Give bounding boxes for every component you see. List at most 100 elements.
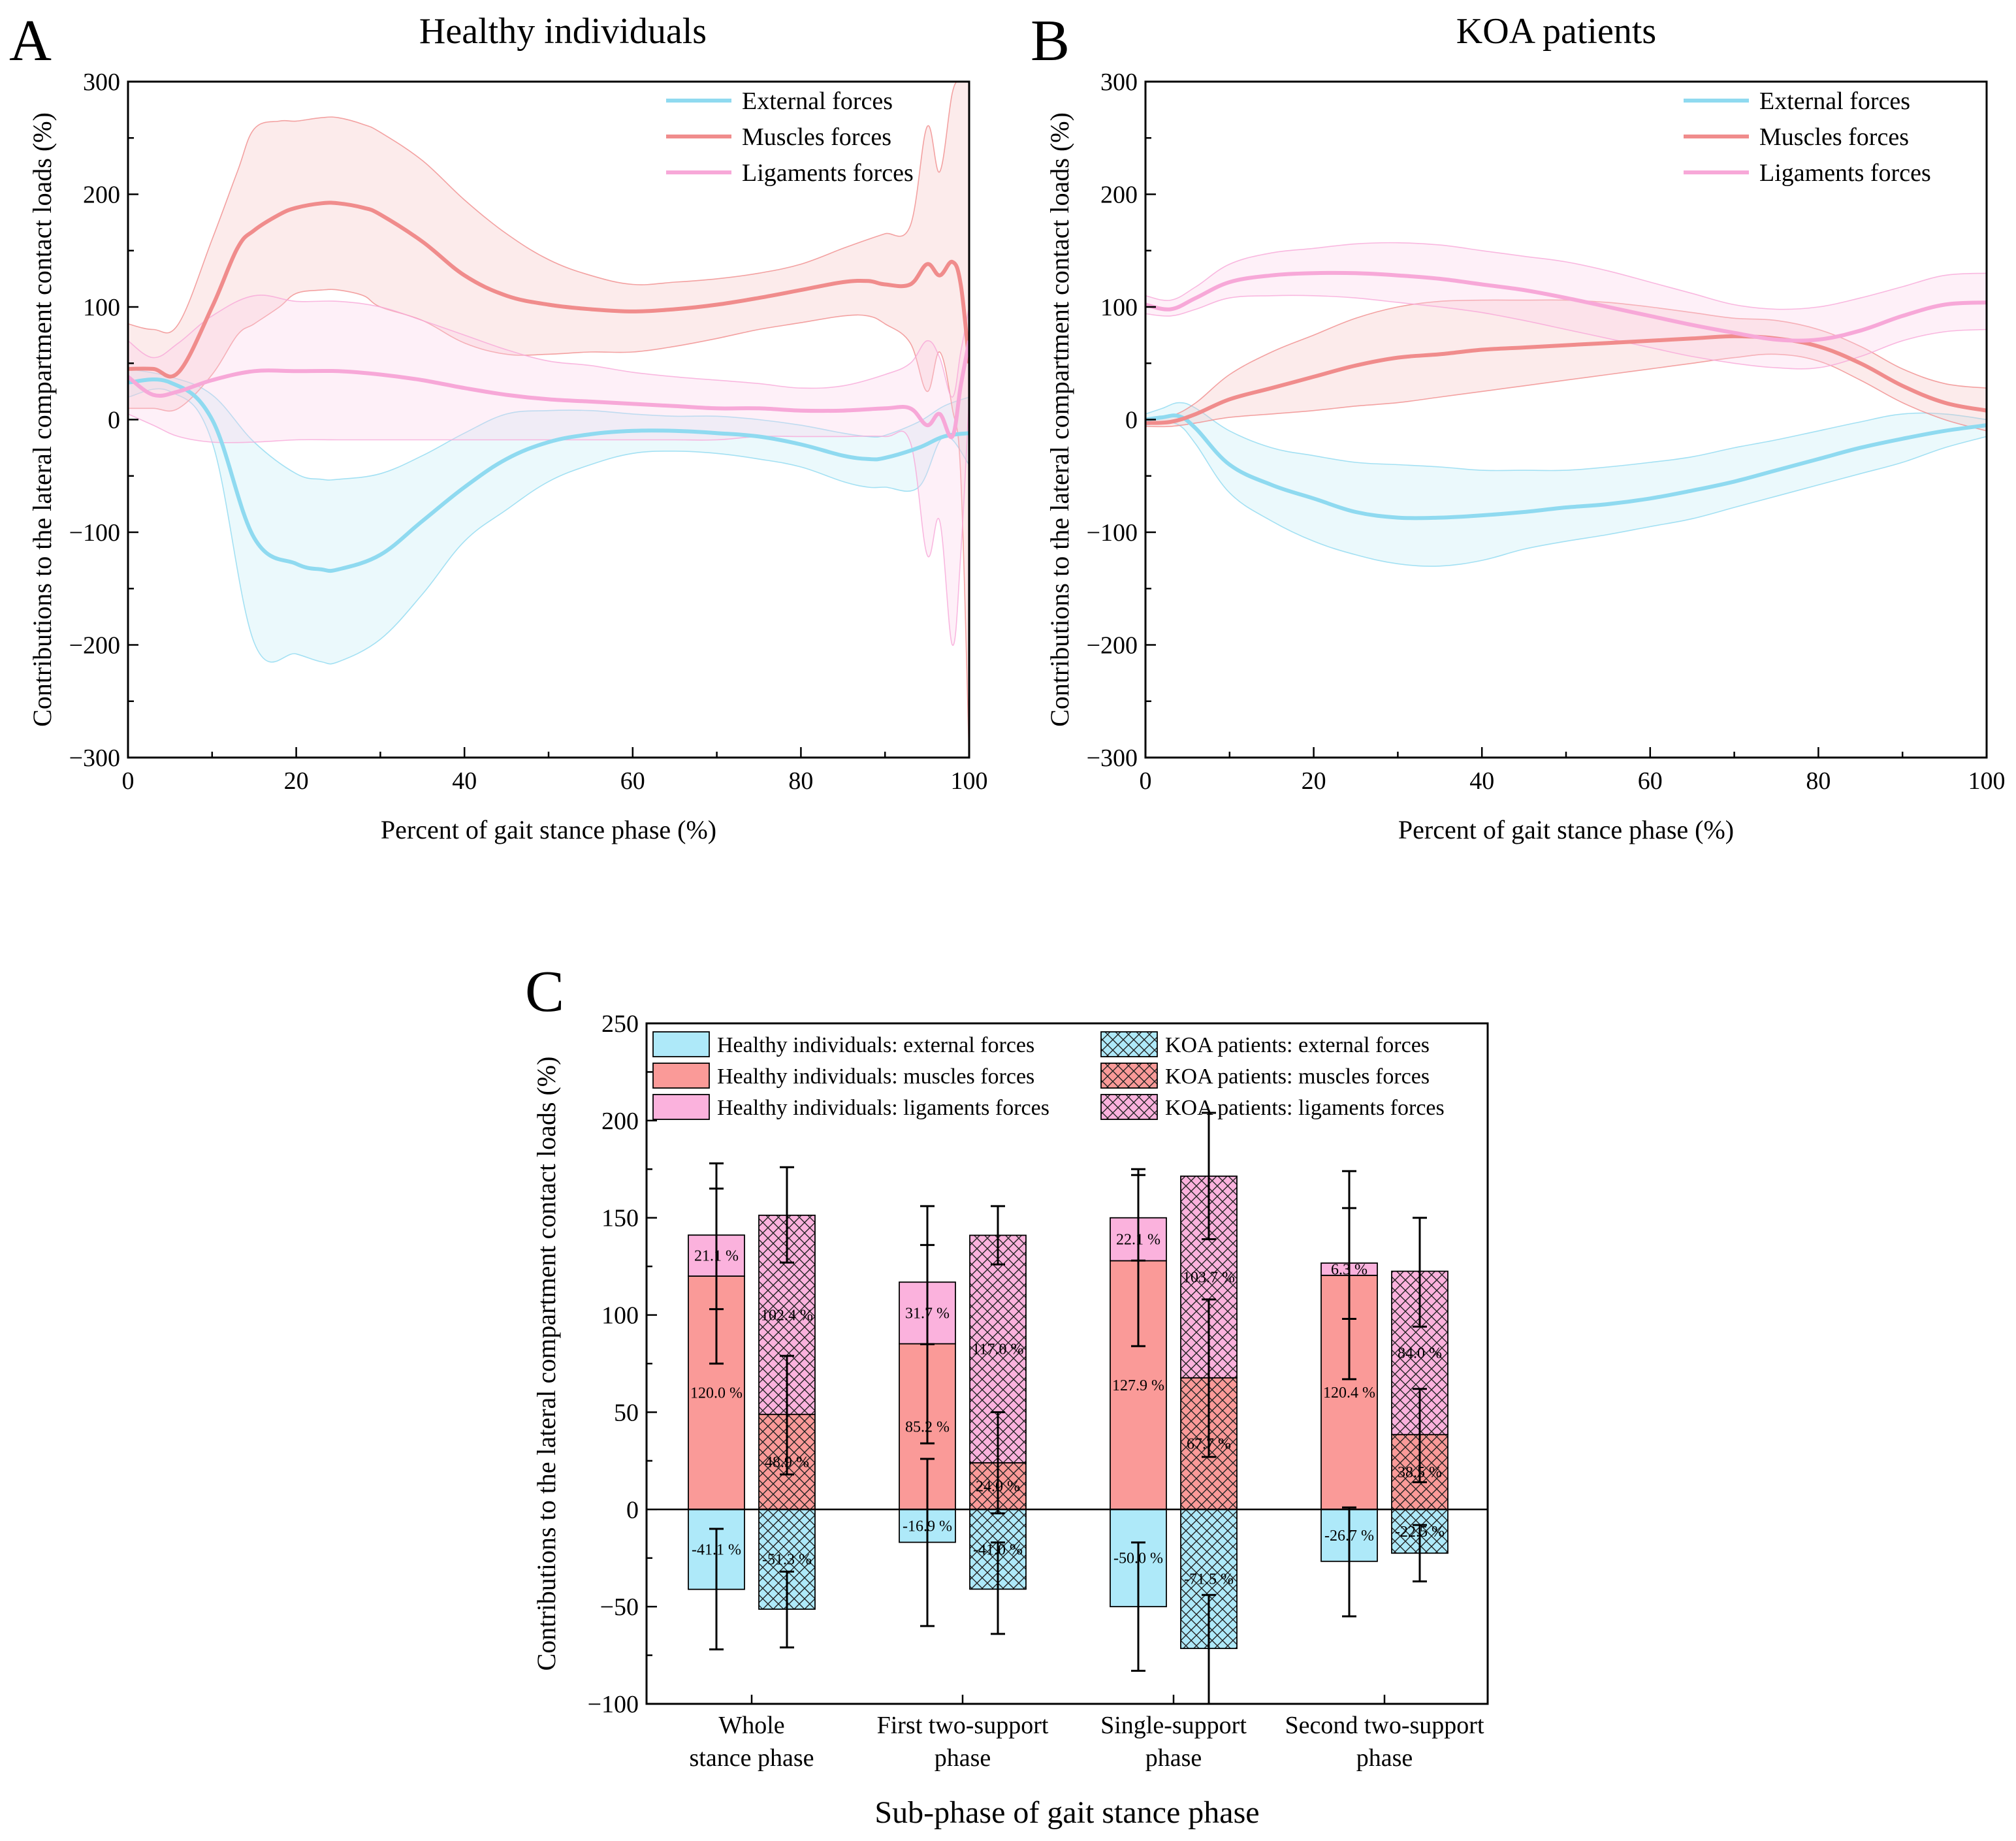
bar-label-healthy-muscles-3: 120.4 %	[1323, 1385, 1375, 1401]
error-bar-healthy-external-0	[709, 1528, 724, 1651]
error-bar-koa-ligaments-2	[1202, 1112, 1216, 1240]
panel-a-external-sd-band	[128, 368, 969, 664]
legend-label-koa-external: KOA patients: external forces	[1165, 1033, 1430, 1057]
panel-a-x-tick-label: 100	[951, 767, 988, 795]
panel-b-y-axis-title: Contributions to the lateral compartment…	[1045, 112, 1074, 727]
error-bar-koa-ligaments-0	[780, 1166, 794, 1264]
panel-b-y-tick-label: 100	[1100, 294, 1138, 321]
panel-c-y-tick-label: −100	[588, 1691, 639, 1718]
panel-a-legend-label-ligaments: Ligaments forces	[742, 159, 914, 187]
panel-a-external-lower-bound	[128, 388, 969, 665]
panel-c-y-tick-label: 250	[601, 1010, 639, 1038]
legend-label-healthy-ligaments: Healthy individuals: ligaments forces	[717, 1096, 1049, 1120]
bar-label-koa-ligaments-2: 103.7 %	[1183, 1269, 1235, 1286]
legend-label-koa-muscles: KOA patients: muscles forces	[1165, 1065, 1430, 1089]
panel-a-y-tick-label: −300	[69, 744, 120, 772]
panel-a-external-mean-line	[128, 377, 969, 573]
bar-label-koa-ligaments-3: 84.0 %	[1398, 1345, 1442, 1362]
panel-b-muscles-lower-bound	[1145, 353, 1987, 432]
panel-b-legend-label-muscles: Muscles forces	[1759, 123, 1909, 151]
legend-swatch-healthy-ligaments	[652, 1094, 710, 1120]
panel-letter-b: B	[1031, 8, 1070, 73]
panel-a-ligaments-sd-band	[128, 295, 969, 646]
panel-a-muscles-sd-band	[128, 82, 969, 758]
bar-label-koa-external-2: -71.5 %	[1184, 1571, 1234, 1588]
panel-a-x-tick-label: 20	[284, 767, 309, 795]
panel-b-x-tick-label: 100	[1968, 767, 2006, 795]
panel-a-y-tick-label: 300	[83, 69, 120, 96]
panel-a-x-tick-label: 0	[122, 767, 135, 795]
panel-a-y-tick-label: 100	[83, 294, 120, 321]
panel-b-y-tick-label: −200	[1087, 632, 1138, 660]
panel-a-ligaments-upper-bound	[128, 295, 969, 398]
panel-c-legend: Healthy individuals: external forces Heal…	[652, 1031, 1445, 1120]
panel-c-bar-chart: -41.1 %120.0 %21.1 %-16.9 %85.2 %31.7 %-…	[532, 1010, 1489, 1830]
panel-a-ligaments-lower-bound	[128, 396, 969, 646]
legend-label-healthy-muscles: Healthy individuals: muscles forces	[717, 1065, 1034, 1089]
panel-a-muscles-mean-line	[128, 200, 969, 379]
panel-letter-a: A	[9, 8, 52, 73]
panel-a-muscles-lower-bound	[128, 289, 969, 758]
panel-b-line-chart: −300 −200 −100 0 100 200 300 0 20 40 60 80 100 Percen…	[1045, 69, 2006, 844]
panel-b-external-lower-bound	[1145, 422, 1987, 567]
panel-c-x-axis-title: Sub-phase of gait stance phase	[874, 1795, 1259, 1830]
panel-b-x-tick-label: 60	[1638, 767, 1663, 795]
panel-b-x-tick-label: 0	[1140, 767, 1152, 795]
error-bar-koa-muscles-1	[991, 1411, 1005, 1514]
panel-b-y-tick-label: 0	[1125, 407, 1138, 434]
panel-c-y-tick-label: −50	[600, 1593, 639, 1621]
panel-a-title: Healthy individuals	[419, 11, 707, 52]
panel-c-y-tick-label: 150	[601, 1205, 639, 1232]
panel-c-y-tick-label: 0	[626, 1496, 639, 1524]
error-bar-koa-muscles-3	[1413, 1388, 1427, 1484]
panel-c-category-label-line2: phase	[1356, 1744, 1413, 1772]
panel-a-legend-label-muscles: Muscles forces	[742, 123, 891, 151]
legend-label-healthy-external: Healthy individuals: external forces	[717, 1033, 1034, 1057]
panel-c-y-tick-label: 50	[614, 1399, 639, 1426]
panel-b-x-tick-label: 80	[1806, 767, 1831, 795]
panel-letter-c: C	[525, 959, 564, 1024]
bar-label-healthy-muscles-2: 127.9 %	[1112, 1377, 1164, 1394]
legend-swatch-koa-muscles	[1100, 1063, 1158, 1089]
panel-b-external-upper-bound	[1145, 402, 1987, 472]
panel-a-y-tick-label: −100	[69, 519, 120, 547]
legend-swatch-koa-external	[1100, 1031, 1158, 1057]
panel-b-muscles-mean-line	[1145, 334, 1987, 425]
bar-label-koa-ligaments-1: 117.0 %	[972, 1341, 1023, 1358]
error-bar-healthy-external-2	[1131, 1541, 1145, 1672]
panel-a-y-tick-label: 0	[108, 407, 120, 434]
panel-b-external-mean-line	[1145, 413, 1987, 520]
panel-b-y-tick-label: 200	[1100, 182, 1138, 209]
panel-b-plot-area	[1145, 242, 1987, 567]
panel-b-y-tick-label: −100	[1087, 519, 1138, 547]
bar-label-healthy-muscles-0: 120.0 %	[690, 1385, 743, 1402]
panel-a-x-tick-label: 60	[620, 767, 645, 795]
error-bar-healthy-ligaments-1	[920, 1205, 935, 1345]
error-bar-koa-external-0	[780, 1571, 794, 1649]
legend-swatch-healthy-external	[652, 1031, 710, 1057]
panel-a-x-tick-label: 80	[788, 767, 813, 795]
panel-c-y-tick-label: 100	[601, 1302, 639, 1330]
panel-b-external-sd-band	[1145, 402, 1987, 567]
panel-c-category-label-line1: Whole	[718, 1712, 784, 1739]
bar-healthy-muscles-3	[1320, 1274, 1378, 1511]
panel-b-y-tick-label: 300	[1100, 69, 1138, 96]
legend-swatch-koa-ligaments	[1100, 1094, 1158, 1120]
panel-b-title: KOA patients	[1456, 11, 1656, 52]
panel-a-x-axis-title: Percent of gait stance phase (%)	[381, 815, 716, 844]
panel-b-y-tick-label: −300	[1087, 744, 1138, 772]
legend-swatch-healthy-muscles	[652, 1063, 710, 1089]
error-bar-healthy-ligaments-0	[709, 1162, 724, 1311]
panel-c-bars: -41.1 %120.0 %21.1 %-16.9 %85.2 %31.7 %-…	[688, 1112, 1448, 1705]
bar-label-koa-ligaments-0: 102.4 %	[761, 1307, 813, 1324]
error-bar-koa-muscles-0	[780, 1354, 794, 1476]
panel-c-category-label-line1: Single-support	[1100, 1712, 1247, 1739]
panel-b-muscles-upper-bound	[1145, 299, 1987, 421]
panel-c-category-label-line2: stance phase	[690, 1744, 814, 1772]
error-bar-koa-ligaments-1	[991, 1205, 1005, 1266]
panel-a-line-chart: −300 −200 −100 0 100 200 300 0 20 40 60 80 100 Percen…	[27, 69, 988, 844]
panel-a-muscles-upper-bound	[128, 82, 969, 334]
panel-c-y-tick-label: 200	[601, 1108, 639, 1135]
panel-c-category-label-line2: phase	[1145, 1744, 1202, 1772]
